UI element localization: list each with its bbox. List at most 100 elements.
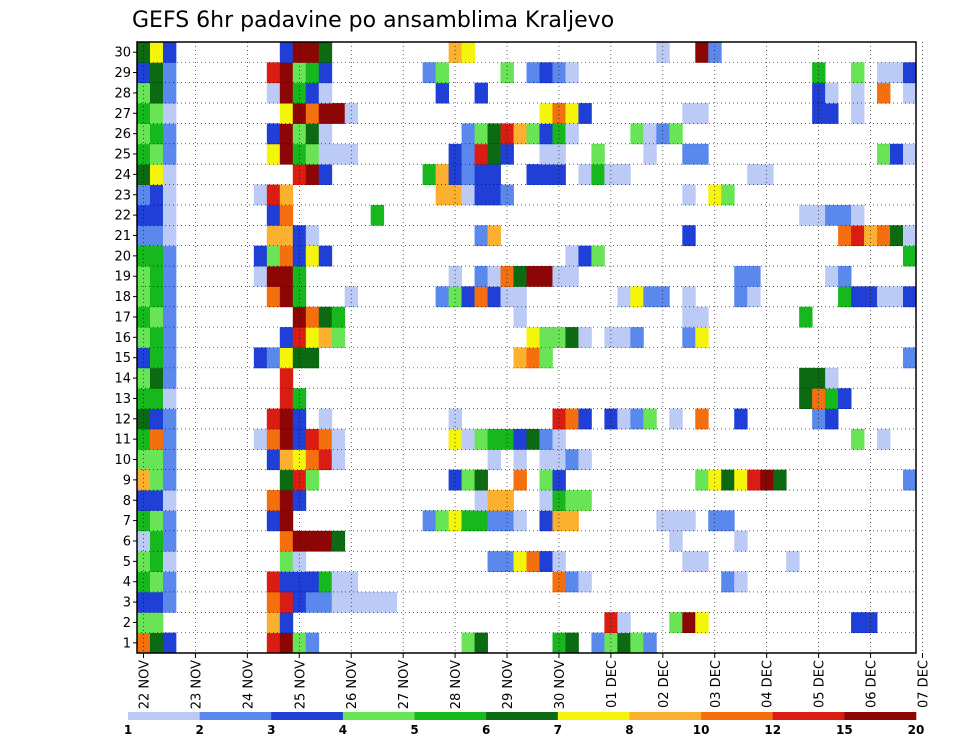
cell-member-4-step-16 <box>344 571 359 593</box>
cell-member-19-step-53 <box>825 266 839 287</box>
cell-member-18-step-26 <box>474 286 488 308</box>
cell-member-21-step-1 <box>149 225 164 247</box>
cell-member-15-step-59 <box>903 347 917 369</box>
x-tick-label: 30 NOV <box>553 660 568 709</box>
cell-member-28-step-2 <box>162 82 177 104</box>
colorbar-swatch <box>486 712 559 720</box>
cell-member-12-step-41 <box>669 408 683 430</box>
cell-member-21-step-54 <box>838 225 852 247</box>
y-tick-label: 12 <box>114 412 131 427</box>
cell-member-20-step-34 <box>578 245 592 267</box>
cell-member-16-step-14 <box>318 327 333 348</box>
y-tick-label: 23 <box>114 188 131 203</box>
cell-member-28-step-11 <box>279 82 294 104</box>
x-tick-label: 04 DEC <box>761 660 776 708</box>
cell-member-22-step-0 <box>137 204 151 226</box>
cell-member-27-step-0 <box>137 103 151 124</box>
x-tick-label: 05 DEC <box>813 660 828 708</box>
cell-member-19-step-24 <box>448 266 462 287</box>
cell-member-8-step-26 <box>474 490 488 511</box>
x-tick-label: 29 NOV <box>501 660 516 709</box>
cell-member-29-step-33 <box>565 62 579 84</box>
cell-member-23-step-23 <box>435 184 449 206</box>
cell-member-1-step-36 <box>604 632 618 654</box>
cell-member-24-step-13 <box>305 164 320 185</box>
cell-member-18-step-56 <box>864 286 878 308</box>
cell-member-27-step-31 <box>539 103 553 124</box>
cell-member-17-step-2 <box>162 306 177 328</box>
cell-member-20-step-10 <box>266 245 281 267</box>
y-tick-label: 7 <box>123 514 131 529</box>
cell-member-26-step-13 <box>305 123 320 145</box>
y-tick-label: 27 <box>114 107 131 122</box>
cell-member-11-step-26 <box>474 428 488 450</box>
cell-member-10-step-34 <box>578 449 592 471</box>
cell-member-1-step-32 <box>552 632 566 654</box>
cell-member-7-step-32 <box>552 510 566 532</box>
cell-member-30-step-40 <box>656 42 670 63</box>
cell-member-28-step-23 <box>435 82 449 104</box>
colorbar-swatch <box>342 712 415 720</box>
cell-member-10-step-32 <box>552 449 566 471</box>
cell-member-26-step-31 <box>539 123 553 145</box>
cell-member-7-step-42 <box>682 510 696 532</box>
cell-member-1-step-33 <box>565 632 579 654</box>
cell-member-5-step-50 <box>786 551 800 572</box>
cell-member-29-step-32 <box>552 62 566 84</box>
y-tick-label: 1 <box>123 636 131 651</box>
cell-member-4-step-10 <box>266 571 281 593</box>
cell-member-23-step-45 <box>721 184 735 206</box>
cell-member-7-step-24 <box>448 510 462 532</box>
cell-member-9-step-49 <box>773 469 787 491</box>
y-tick-label: 14 <box>114 372 131 387</box>
cell-member-20-step-59 <box>903 245 917 267</box>
cell-member-7-step-11 <box>279 510 294 532</box>
cell-member-25-step-31 <box>539 143 553 165</box>
cell-member-5-step-12 <box>292 551 307 572</box>
cell-member-7-step-41 <box>669 510 683 532</box>
cell-member-9-step-11 <box>279 469 294 491</box>
cell-member-15-step-31 <box>539 347 553 369</box>
cell-member-8-step-34 <box>578 490 592 511</box>
cell-member-8-step-10 <box>266 490 281 511</box>
cell-member-22-step-11 <box>279 204 294 226</box>
x-tick-label: 28 NOV <box>449 660 464 709</box>
cell-member-11-step-1 <box>149 428 164 450</box>
cell-member-9-step-43 <box>695 469 709 491</box>
cell-member-21-step-58 <box>890 225 904 247</box>
colorbar-swatch <box>414 712 487 720</box>
cell-member-27-step-1 <box>149 103 164 124</box>
cell-member-24-step-30 <box>526 164 540 185</box>
cell-member-3-step-1 <box>149 591 164 613</box>
cell-member-11-step-24 <box>448 428 462 450</box>
cell-member-27-step-14 <box>318 103 333 124</box>
cell-member-7-step-25 <box>461 510 475 532</box>
x-tick-label: 24 NOV <box>241 660 256 709</box>
cell-member-27-step-34 <box>578 103 592 124</box>
cell-member-5-step-29 <box>513 551 527 572</box>
cell-member-26-step-29 <box>513 123 527 145</box>
cell-member-12-step-11 <box>279 408 294 430</box>
cell-member-27-step-13 <box>305 103 320 124</box>
colorbar-label: 10 <box>693 723 710 737</box>
cell-member-7-step-10 <box>266 510 281 532</box>
cell-member-3-step-2 <box>162 591 177 613</box>
cell-member-28-step-59 <box>903 82 917 104</box>
cell-member-19-step-47 <box>747 266 761 287</box>
x-tick-label: 07 DEC <box>916 660 931 708</box>
cell-member-1-step-1 <box>149 632 164 654</box>
cell-member-11-step-25 <box>461 428 475 450</box>
cell-member-18-step-12 <box>292 286 307 308</box>
cell-member-20-step-0 <box>137 245 151 267</box>
cell-member-1-step-13 <box>305 632 320 654</box>
cell-member-21-step-12 <box>292 225 307 247</box>
cell-member-19-step-31 <box>539 266 553 287</box>
cell-member-26-step-41 <box>669 123 683 145</box>
cell-member-1-step-25 <box>461 632 475 654</box>
plot-frame <box>136 41 917 654</box>
cell-member-7-step-26 <box>474 510 488 532</box>
cell-member-25-step-10 <box>266 143 281 165</box>
cell-member-20-step-14 <box>318 245 333 267</box>
cell-member-4-step-46 <box>734 571 748 593</box>
cell-member-19-step-30 <box>526 266 540 287</box>
